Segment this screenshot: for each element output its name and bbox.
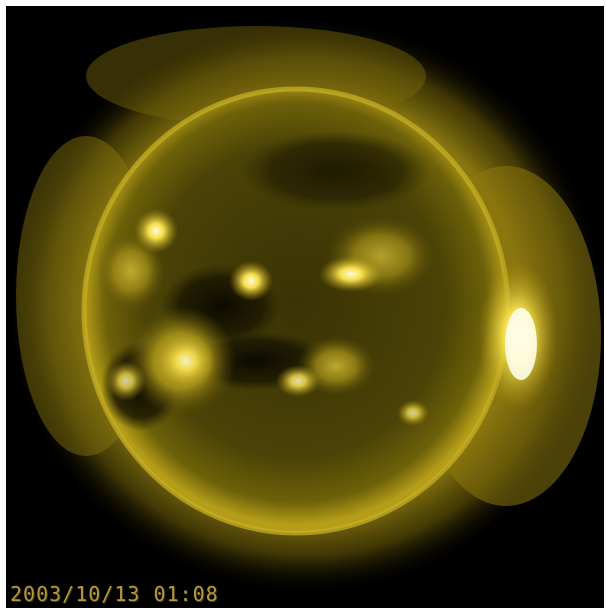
bright-active-region bbox=[276, 365, 320, 397]
bright-active-region bbox=[156, 333, 216, 389]
bright-active-region bbox=[106, 361, 146, 401]
bright-active-region bbox=[397, 400, 429, 426]
bright-active-region bbox=[319, 256, 383, 292]
timestamp-label: 2003/10/13 01:08 bbox=[10, 582, 219, 606]
solar-image-frame: 2003/10/13 01:08 bbox=[6, 6, 604, 608]
bright-active-region bbox=[229, 261, 273, 301]
coronal-hole bbox=[241, 131, 431, 211]
bright-active-region bbox=[134, 209, 178, 253]
solar-disk-image bbox=[6, 16, 604, 596]
limb-flare-core bbox=[505, 308, 537, 380]
